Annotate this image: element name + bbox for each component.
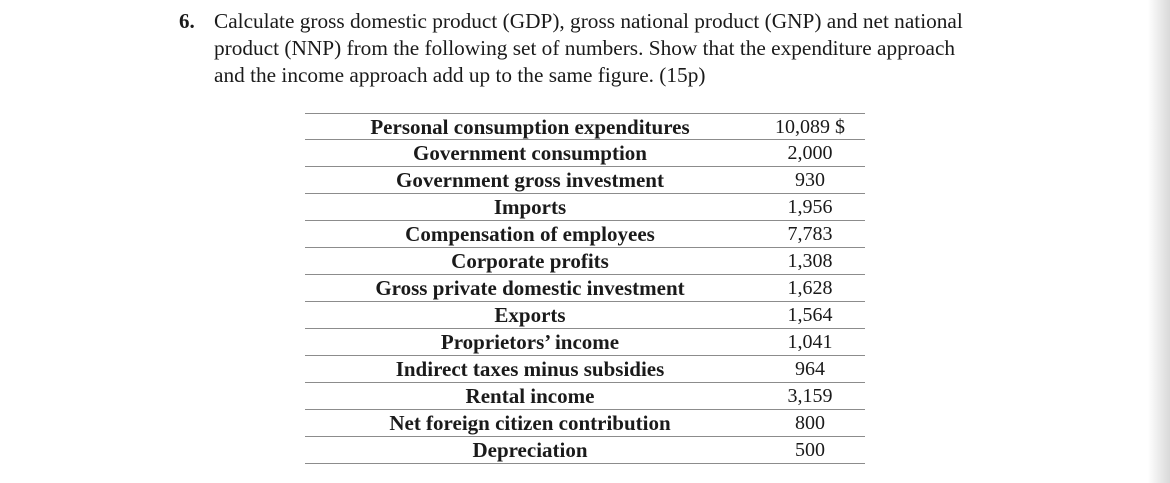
table-row: Rental income 3,159 bbox=[305, 383, 865, 410]
row-label: Gross private domestic investment bbox=[375, 276, 685, 300]
row-value: 500 bbox=[795, 439, 825, 461]
row-label: Corporate profits bbox=[451, 249, 609, 273]
table-row: Imports 1,956 bbox=[305, 194, 865, 221]
row-value: 1,041 bbox=[787, 331, 833, 353]
question-number: 6. bbox=[179, 9, 195, 33]
question-text: Calculate gross domestic product (GDP), … bbox=[214, 8, 1034, 89]
question-line: product (NNP) from the following set of … bbox=[214, 36, 956, 60]
row-value: 1,564 bbox=[787, 304, 833, 326]
table-row: Indirect taxes minus subsidies 964 bbox=[305, 356, 865, 383]
table-row: Government gross investment 930 bbox=[305, 167, 865, 194]
row-value: 7,783 bbox=[787, 223, 833, 245]
question-line: and the income approach add up to the sa… bbox=[214, 63, 706, 87]
table-row: Personal consumption expenditures 10,089… bbox=[305, 113, 865, 140]
row-value: 800 bbox=[795, 412, 825, 434]
row-value: 1,956 bbox=[787, 196, 833, 218]
row-label: Imports bbox=[493, 195, 567, 219]
row-label: Exports bbox=[494, 303, 566, 327]
row-label: Proprietors’ income bbox=[440, 330, 620, 354]
row-label: Government gross investment bbox=[396, 168, 664, 192]
table-row: Corporate profits 1,308 bbox=[305, 248, 865, 275]
row-value: 1,628 bbox=[787, 277, 833, 299]
row-label: Indirect taxes minus subsidies bbox=[395, 357, 665, 381]
table-row: Compensation of employees 7,783 bbox=[305, 221, 865, 248]
table-row: Net foreign citizen contribution 800 bbox=[305, 410, 865, 437]
row-label: Depreciation bbox=[472, 438, 588, 462]
row-value: 10,089 $ bbox=[775, 116, 845, 138]
figures-table: Personal consumption expenditures 10,089… bbox=[305, 113, 865, 464]
table-row: Government consumption 2,000 bbox=[305, 140, 865, 167]
table-row: Gross private domestic investment 1,628 bbox=[305, 275, 865, 302]
question-line: Calculate gross domestic product (GDP), … bbox=[214, 9, 963, 33]
row-label: Government consumption bbox=[413, 141, 647, 165]
table-row: Proprietors’ income 1,041 bbox=[305, 329, 865, 356]
row-label: Personal consumption expenditures bbox=[370, 115, 690, 139]
row-value: 964 bbox=[795, 358, 825, 380]
row-label: Compensation of employees bbox=[405, 222, 655, 246]
row-value: 1,308 bbox=[787, 250, 833, 272]
row-value: 2,000 bbox=[787, 142, 833, 164]
table-row: Depreciation 500 bbox=[305, 437, 865, 464]
row-value: 930 bbox=[795, 169, 825, 191]
row-value: 3,159 bbox=[787, 385, 833, 407]
page-edge-shadow bbox=[1148, 0, 1170, 483]
table-row: Exports 1,564 bbox=[305, 302, 865, 329]
row-label: Net foreign citizen contribution bbox=[389, 411, 671, 435]
row-label: Rental income bbox=[465, 384, 595, 408]
